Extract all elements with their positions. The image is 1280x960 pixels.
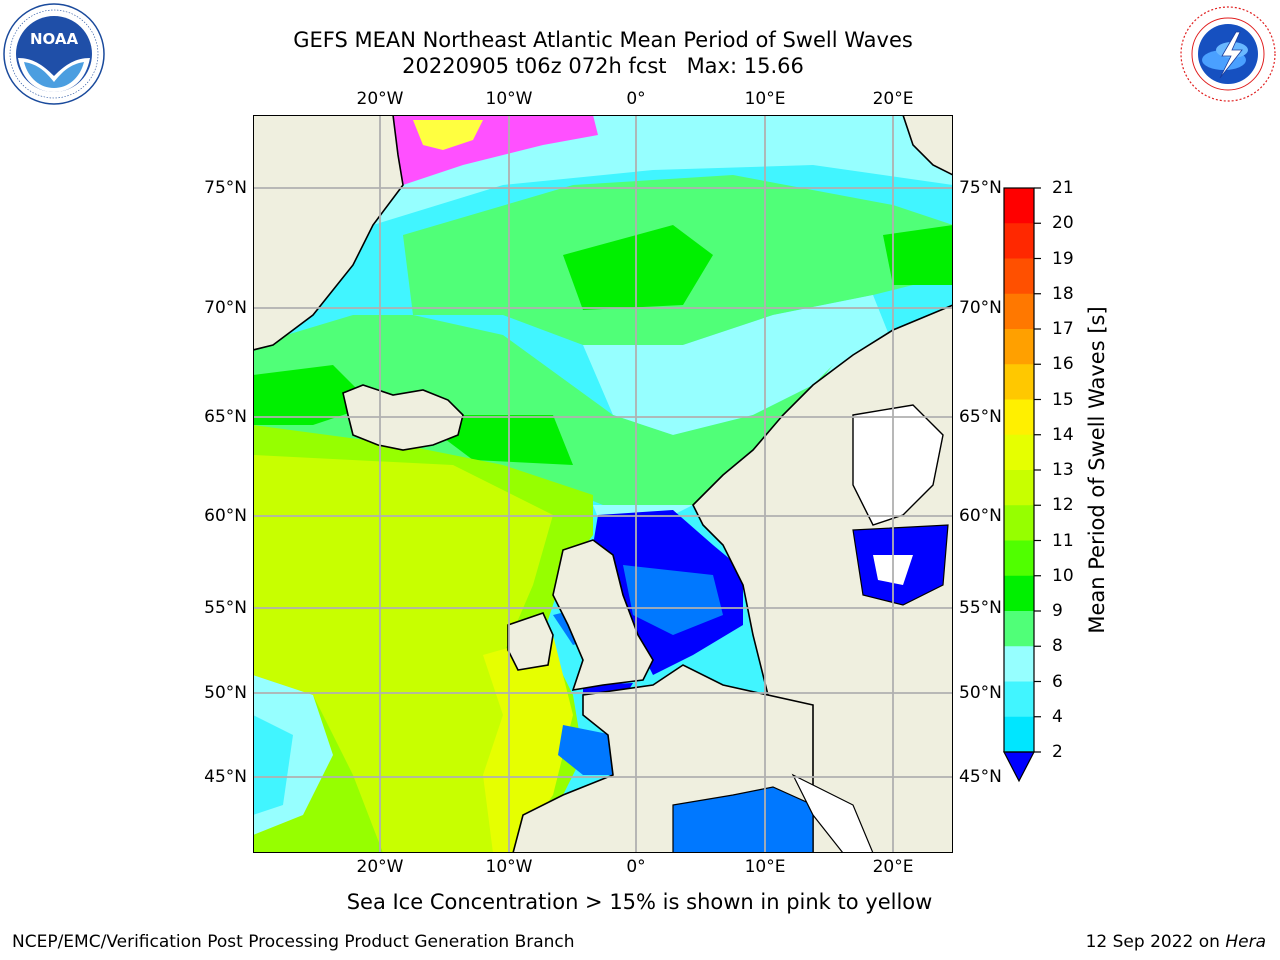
colorbar-tick-label: 16 (1052, 354, 1074, 375)
colorbar-band (1004, 223, 1034, 259)
lon-tick-bottom-20e: 20°E (872, 857, 914, 877)
lat-tick-right-50n: 50°N (959, 683, 1002, 703)
colorbar-band (1004, 646, 1034, 682)
lon-tick-top-10e: 10°E (744, 89, 786, 109)
colorbar-tick-label: 2 (1052, 742, 1063, 762)
lat-tick-left-65n: 65°N (204, 407, 247, 427)
colorbar-label: Mean Period of Swell Waves [s] (1085, 306, 1109, 634)
lon-tick-bottom-10e: 10°E (744, 857, 786, 877)
colorbar-tick-label: 19 (1052, 248, 1074, 269)
lat-tick-right-55n: 55°N (959, 598, 1002, 618)
lon-tick-top-20w: 20°W (356, 89, 404, 109)
lon-tick-top-20e: 20°E (872, 89, 914, 109)
colorbar-tick-label: 14 (1052, 424, 1074, 445)
field-yellowgreen-west (253, 455, 553, 853)
lat-tick-left-55n: 55°N (204, 598, 247, 618)
swell-period-map (253, 115, 953, 853)
colorbar-band (1004, 540, 1034, 577)
lat-tick-left-45n: 45°N (204, 767, 247, 787)
colorbar-band (1004, 505, 1034, 541)
colorbar-tick-label: 6 (1052, 671, 1063, 692)
gridlines (253, 115, 953, 853)
colorbar-tick-label: 21 (1052, 178, 1074, 198)
lat-tick-left-75n: 75°N (204, 178, 247, 198)
colorbar-extend-min (1003, 751, 1035, 783)
field-green-band-2 (253, 315, 833, 505)
field-green-core-3 (253, 365, 373, 425)
chart-title: GEFS MEAN Northeast Atlantic Mean Period… (293, 28, 913, 52)
lat-tick-left-50n: 50°N (204, 683, 247, 703)
footer-host: Hera (1225, 932, 1266, 952)
noaa-logo: NOAA (3, 3, 105, 105)
lat-tick-right-75n: 75°N (959, 178, 1002, 198)
footer-date-host: 12 Sep 2022 on Hera (1086, 932, 1266, 952)
footer-credit: NCEP/EMC/Verification Post Processing Pr… (12, 932, 575, 952)
field-blue2-north-sea (623, 565, 723, 635)
nws-logo (1179, 5, 1277, 103)
colorbar-band (1004, 188, 1034, 224)
lon-tick-bottom-20w: 20°W (356, 857, 404, 877)
lon-tick-bottom-10w: 10°W (485, 857, 533, 877)
colorbar-band (1004, 364, 1034, 400)
field-green-core-2 (883, 225, 953, 285)
water-adriatic (791, 773, 874, 853)
land-greenland (253, 115, 404, 351)
colorbar-band (1004, 681, 1034, 718)
svg-text:NOAA: NOAA (30, 30, 79, 48)
lat-tick-right-45n: 45°N (959, 767, 1002, 787)
colorbar (1003, 187, 1041, 783)
field-cyan-mid (583, 295, 893, 435)
lat-tick-right-65n: 65°N (959, 407, 1002, 427)
land-great-britain (552, 539, 654, 692)
colorbar-tick-label: 11 (1052, 530, 1074, 551)
field-yellow-biscay (483, 635, 573, 853)
colorbar-band (1004, 716, 1034, 753)
colorbar-band (1004, 434, 1034, 471)
colorbar-tick-label: 10 (1052, 565, 1074, 586)
colorbar-band (1004, 258, 1034, 295)
colorbar-band (1004, 329, 1034, 365)
footer-date: 12 Sep 2022 on (1085, 932, 1226, 952)
colorbar-tick-label: 4 (1052, 706, 1063, 727)
colorbar-tick-label: 13 (1052, 460, 1074, 480)
lon-tick-top-10w: 10°W (485, 89, 533, 109)
colorbar-tick-label: 8 (1052, 636, 1063, 657)
field-green-core-1 (563, 225, 713, 310)
colorbar-band (1004, 611, 1034, 647)
lon-tick-bottom-0: 0° (626, 857, 646, 877)
colorbar-tick-label: 18 (1052, 283, 1074, 304)
lat-tick-left-60n: 60°N (204, 506, 247, 526)
colorbar-tick-label: 15 (1052, 389, 1074, 410)
colorbar-band (1004, 293, 1034, 330)
map-field (253, 115, 953, 853)
colorbar-band (1004, 470, 1034, 506)
lat-tick-right-60n: 60°N (959, 506, 1002, 526)
colorbar-tick-label: 12 (1052, 495, 1074, 516)
lon-tick-top-0: 0° (626, 89, 646, 109)
colorbar-tick-label: 17 (1052, 319, 1074, 339)
colorbar-tick-label: 9 (1052, 601, 1063, 621)
sea-ice-yellow (413, 120, 483, 150)
water-gulf-bothnia (852, 404, 944, 526)
colorbar-band (1004, 399, 1034, 436)
chart-subtitle: 20220905 t06z 072h fcst Max: 15.66 (402, 54, 804, 78)
lat-tick-left-70n: 70°N (204, 298, 247, 318)
colorbar-band (1004, 575, 1034, 612)
lat-tick-right-70n: 70°N (959, 298, 1002, 318)
field-cyan-southwest-2 (253, 715, 293, 815)
land-ireland (507, 612, 554, 671)
colorbar-tick-label: 20 (1052, 213, 1074, 234)
land-svalbard (902, 115, 953, 176)
sea-ice-note: Sea Ice Concentration > 15% is shown in … (346, 890, 933, 914)
